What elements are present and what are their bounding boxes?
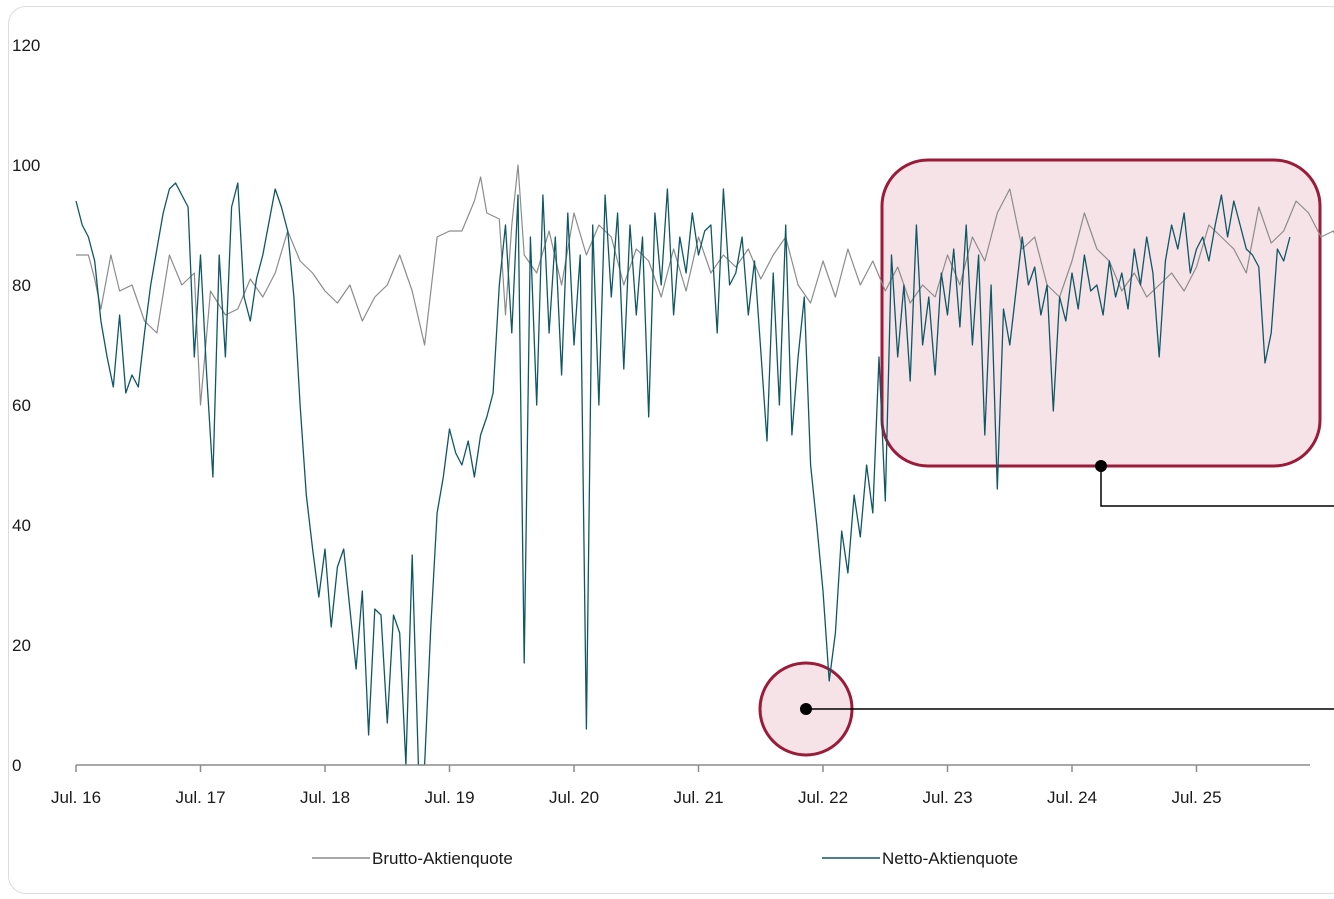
x-tick-label: Jul. 17: [175, 788, 225, 807]
y-tick-label: 0: [12, 756, 21, 775]
box-callout-dot: [1095, 460, 1107, 472]
legend-netto-label: Netto-Aktienquote: [882, 849, 1018, 868]
annotations-layer: [758, 158, 1334, 757]
axis-layer: Jul. 16 Jul. 17 Jul. 18 Jul. 19 Jul. 20 Jul. …: [12, 36, 1310, 807]
x-tick-label: Jul. 22: [798, 788, 848, 807]
y-tick-label: 40: [12, 516, 31, 535]
x-tick-label: Jul. 19: [424, 788, 474, 807]
y-tick-label: 120: [12, 36, 40, 55]
x-tick-label: Jul. 23: [922, 788, 972, 807]
legend-brutto-label: Brutto-Aktienquote: [372, 849, 513, 868]
x-tick-label: Jul. 24: [1047, 788, 1097, 807]
y-tick-label: 80: [12, 276, 31, 295]
series-netto-line: [75, 182, 1291, 766]
box-callout-line: [1100, 466, 1334, 507]
circle-callout-dot: [800, 703, 812, 715]
series-brutto-line: [76, 164, 1334, 406]
y-tick-label: 20: [12, 636, 31, 655]
legend: Brutto-Aktienquote Netto-Aktienquote: [312, 849, 1018, 868]
x-tick-label: Jul. 18: [300, 788, 350, 807]
x-tick-label: Jul. 20: [549, 788, 599, 807]
y-tick-label: 60: [12, 396, 31, 415]
series-layer: [75, 164, 1334, 766]
y-tick-label: 100: [12, 156, 40, 175]
x-tick-label: Jul. 21: [673, 788, 723, 807]
x-tick-label: Jul. 25: [1171, 788, 1221, 807]
x-tick-label: Jul. 16: [51, 788, 101, 807]
